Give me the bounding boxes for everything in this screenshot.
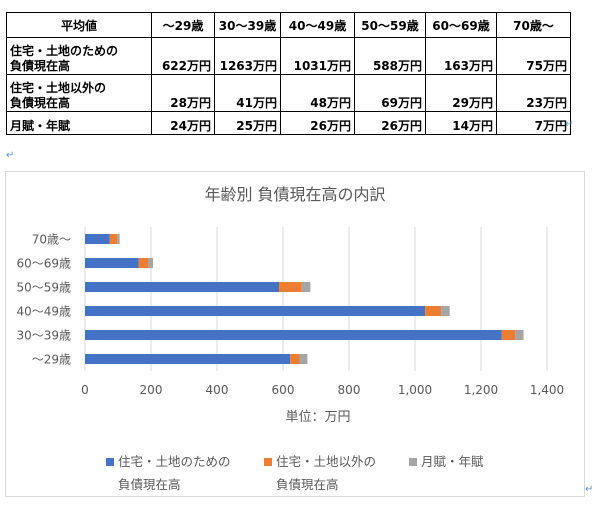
table-cell: 1263万円 xyxy=(214,37,281,75)
table-cell: 588万円 xyxy=(354,37,426,75)
table-cell: 14万円 xyxy=(425,111,497,135)
table-row: 住宅・土地のための 負債現在高 622万円 1263万円 1031万円 588万円… xyxy=(6,37,571,75)
x-tick-label: 200 xyxy=(140,383,163,397)
table-cell: 7万円 xyxy=(496,111,571,135)
table-cell: 23万円 xyxy=(496,74,571,112)
legend-swatch-gray xyxy=(409,457,417,466)
table-cell: 622万円 xyxy=(151,37,215,75)
row-label: 住宅・土地以外の 負債現在高 xyxy=(6,74,152,112)
bar-segment xyxy=(117,234,120,244)
y-tick-label: ～29歳 xyxy=(32,353,71,367)
chart-title: 年齢別 負債現在高の内訳 xyxy=(204,185,385,204)
header-cell: ～29歳 xyxy=(151,12,215,38)
chart-area: 年齢別 負債現在高の内訳 0 200 400 600 800 1,000 1,200 1,400… xyxy=(5,171,585,497)
bar-segment xyxy=(148,258,153,268)
x-tick-label: 1,000 xyxy=(398,383,432,397)
table-cell: 25万円 xyxy=(214,111,281,135)
bar-segment xyxy=(290,354,300,364)
table-cell: 28万円 xyxy=(151,74,215,112)
x-tick-label: 1,400 xyxy=(530,383,564,397)
y-tick-label: 70歳～ xyxy=(32,233,71,247)
debt-table: 平均値 ～29歳 30～39歳 40～49歳 50～59歳 60～69歳 70歳… xyxy=(6,12,571,135)
header-cell: 50～59歳 xyxy=(354,12,426,38)
bar-segment xyxy=(85,354,291,364)
table-cell: 24万円 xyxy=(151,111,215,135)
bar-segment xyxy=(109,234,118,244)
legend-item: 住宅・土地以外の 負債現在高 xyxy=(264,450,376,496)
x-axis-title: 単位：万円 xyxy=(285,409,350,425)
bar-segment xyxy=(85,282,280,292)
table-cell: 29万円 xyxy=(425,74,497,112)
table-cell: 69万円 xyxy=(354,74,426,112)
row-label: 月賦・年賦 xyxy=(6,111,152,135)
bar-segment xyxy=(441,306,450,316)
table-cell: 26万円 xyxy=(280,111,355,135)
legend-swatch-blue xyxy=(106,457,114,466)
table-row: 月賦・年賦 24万円 25万円 26万円 26万円 14万円 7万円 xyxy=(6,111,571,135)
header-cell: 30～39歳 xyxy=(214,12,281,38)
header-cell: 40～49歳 xyxy=(280,12,355,38)
header-cell: 60～69歳 xyxy=(425,12,497,38)
x-tick-label: 800 xyxy=(338,383,361,397)
bar-chart: 年齢別 負債現在高の内訳 0 200 400 600 800 1,000 1,200 1,400… xyxy=(16,185,564,425)
table-cell: 75万円 xyxy=(496,37,571,75)
table-header-row: 平均値 ～29歳 30～39歳 40～49歳 50～59歳 60～69歳 70歳… xyxy=(6,12,571,38)
row-label-line: 負債現在高 xyxy=(10,96,71,110)
y-tick-label: 40～49歳 xyxy=(16,305,71,319)
legend-swatch-orange xyxy=(264,457,272,466)
bar-segment xyxy=(299,354,308,364)
bar-segment xyxy=(85,330,502,340)
bar-segment xyxy=(279,282,302,292)
return-mark: ↵ xyxy=(565,119,574,130)
y-tick-label: 60～69歳 xyxy=(16,257,71,271)
x-tick-label: 1,200 xyxy=(464,383,498,397)
y-tick-label: 50～59歳 xyxy=(16,281,71,295)
x-tick-label: 600 xyxy=(272,383,295,397)
row-label: 住宅・土地のための 負債現在高 xyxy=(6,37,152,75)
table-row: 住宅・土地以外の 負債現在高 28万円 41万円 48万円 69万円 29万円 2… xyxy=(6,74,571,112)
legend-label: 住宅・土地のための xyxy=(118,454,231,469)
y-tick-label: 30～39歳 xyxy=(16,329,71,343)
row-label-line: 住宅・土地以外の xyxy=(10,81,107,95)
table-cell: 26万円 xyxy=(354,111,426,135)
return-mark: ↵ xyxy=(6,150,15,161)
bar-segment xyxy=(301,282,311,292)
bar-segment xyxy=(501,330,516,340)
table-cell: 1031万円 xyxy=(280,37,355,75)
row-label-line: 負債現在高 xyxy=(10,59,71,73)
legend-label: 負債現在高 xyxy=(276,477,339,492)
bar-segment xyxy=(85,306,426,316)
row-label-line: 住宅・土地のための xyxy=(10,44,119,58)
table-cell: 163万円 xyxy=(425,37,497,75)
header-cell: 平均値 xyxy=(6,12,152,38)
bar-segment xyxy=(85,234,110,244)
bar-segment xyxy=(425,306,442,316)
table-cell: 48万円 xyxy=(280,74,355,112)
x-tick-label: 0 xyxy=(81,383,89,397)
legend-label: 住宅・土地以外の xyxy=(276,454,377,469)
legend-item: 住宅・土地のための 負債現在高 xyxy=(106,450,231,496)
bar-segment xyxy=(85,258,139,268)
return-mark: ↵ xyxy=(585,484,594,495)
bar-segment xyxy=(515,330,524,340)
bar-segment xyxy=(138,258,149,268)
legend-item: 月賦・年賦 xyxy=(409,450,484,473)
header-cell: 70歳～ xyxy=(496,12,571,38)
x-tick-label: 400 xyxy=(206,383,229,397)
table-cell: 41万円 xyxy=(214,74,281,112)
legend-label: 負債現在高 xyxy=(118,477,181,492)
legend-label: 月賦・年賦 xyxy=(421,454,484,469)
